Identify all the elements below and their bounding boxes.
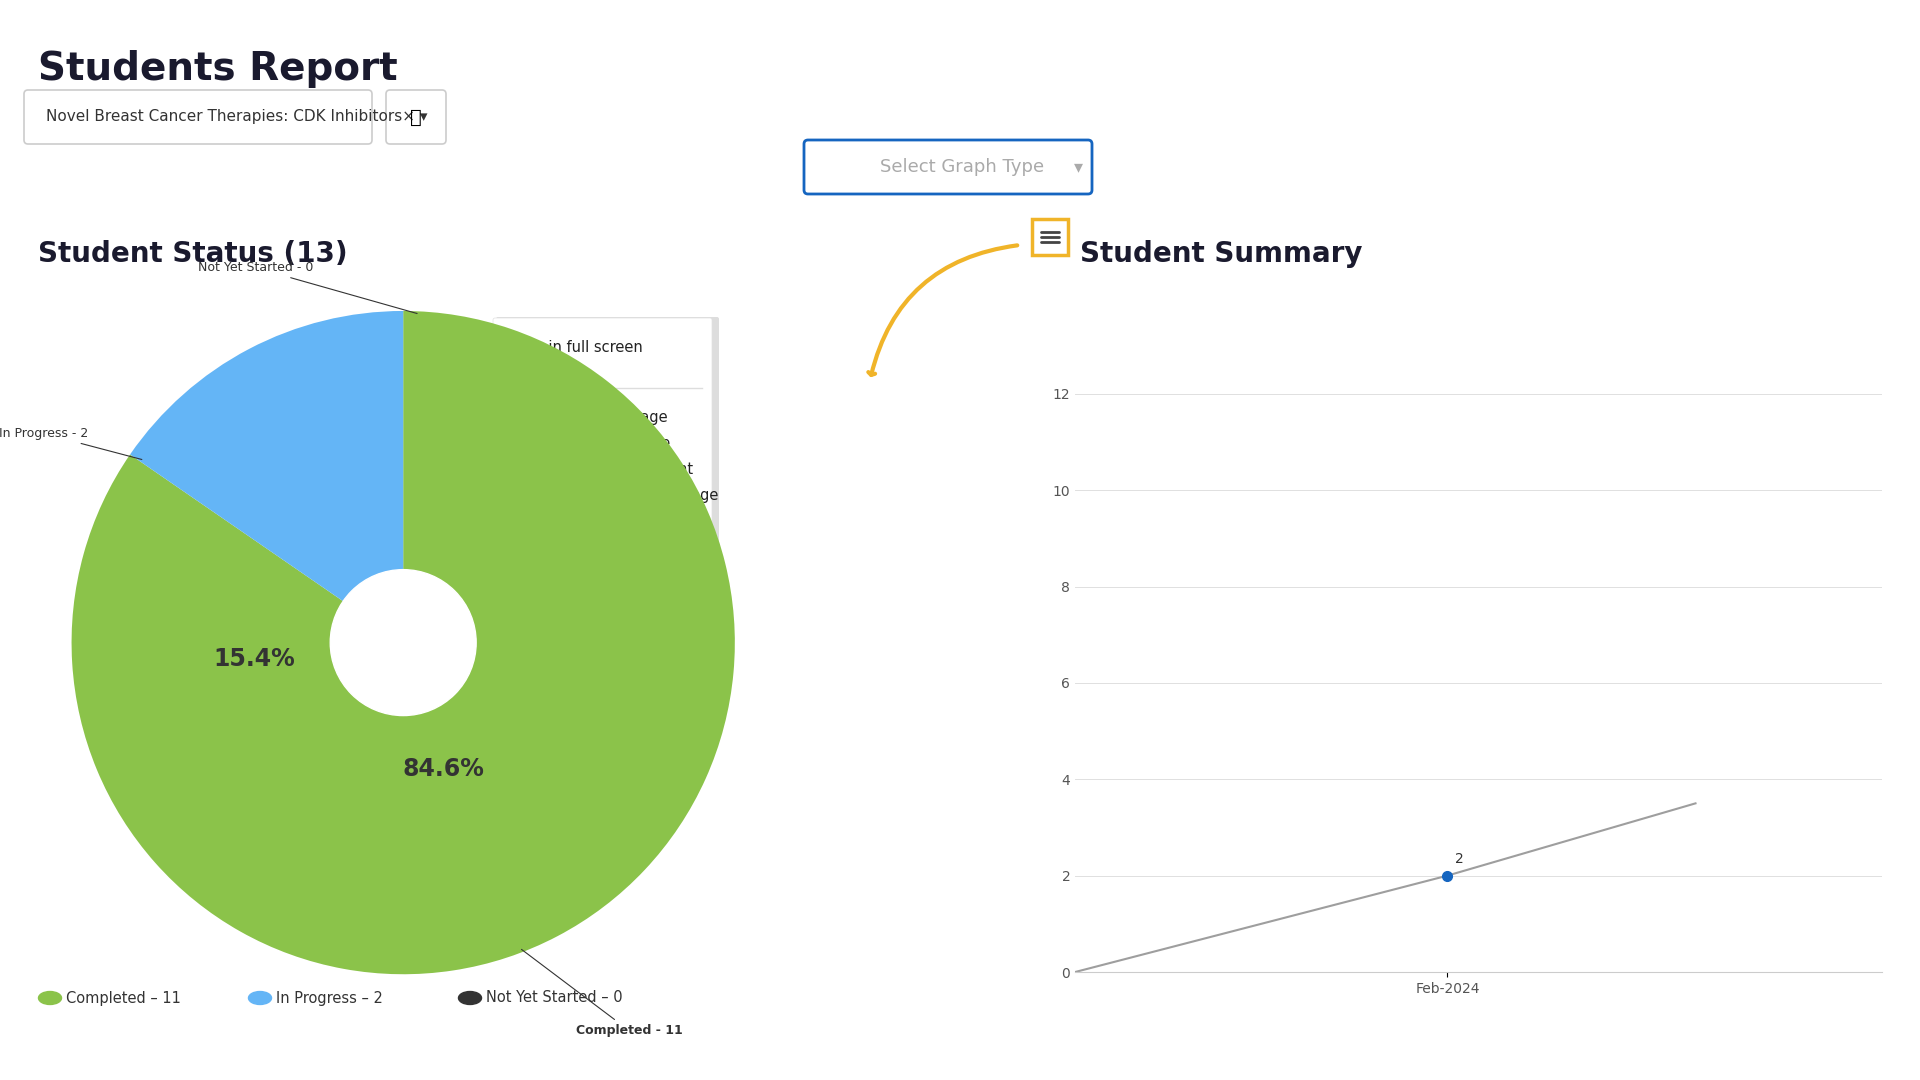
Text: In Progress – 2: In Progress – 2 <box>276 990 382 1005</box>
FancyBboxPatch shape <box>386 90 445 144</box>
Text: Download PDF document: Download PDF document <box>509 462 693 477</box>
Text: Download XLS: Download XLS <box>509 558 614 573</box>
Text: 84.6%: 84.6% <box>401 757 484 781</box>
Text: Student Status (13): Student Status (13) <box>38 240 348 268</box>
Circle shape <box>330 569 476 716</box>
FancyBboxPatch shape <box>1033 219 1068 255</box>
Text: In Progress - 2: In Progress - 2 <box>0 427 142 459</box>
Text: 📅: 📅 <box>411 108 422 126</box>
Text: Completed - 11: Completed - 11 <box>522 949 682 1037</box>
Text: ▾: ▾ <box>1073 158 1083 176</box>
Text: Not Yet Started – 0: Not Yet Started – 0 <box>486 990 622 1005</box>
Text: Select Graph Type: Select Graph Type <box>879 158 1044 176</box>
Text: Download JPEG image: Download JPEG image <box>509 436 670 451</box>
Text: Download CSV: Download CSV <box>509 532 616 546</box>
Text: View in full screen: View in full screen <box>509 340 643 355</box>
Wedge shape <box>131 311 403 643</box>
Text: Download PNG image: Download PNG image <box>509 410 668 426</box>
FancyBboxPatch shape <box>804 140 1092 194</box>
FancyBboxPatch shape <box>23 90 372 144</box>
Text: Novel Breast Cancer Therapies: CDK Inhibitors× ▾: Novel Breast Cancer Therapies: CDK Inhib… <box>46 109 428 124</box>
Text: Student Summary: Student Summary <box>1079 240 1363 268</box>
Text: Completed – 11: Completed – 11 <box>65 990 180 1005</box>
FancyBboxPatch shape <box>495 318 718 635</box>
Text: Print chart: Print chart <box>509 366 586 381</box>
Text: Not Yet Started - 0: Not Yet Started - 0 <box>198 261 417 313</box>
Text: 15.4%: 15.4% <box>213 647 296 671</box>
Wedge shape <box>71 311 735 974</box>
Text: Download SVG vector image: Download SVG vector image <box>509 488 718 503</box>
Text: View data table: View data table <box>509 584 624 599</box>
Text: 2: 2 <box>1455 852 1465 866</box>
FancyBboxPatch shape <box>493 318 712 632</box>
Text: Students Report: Students Report <box>38 50 397 87</box>
